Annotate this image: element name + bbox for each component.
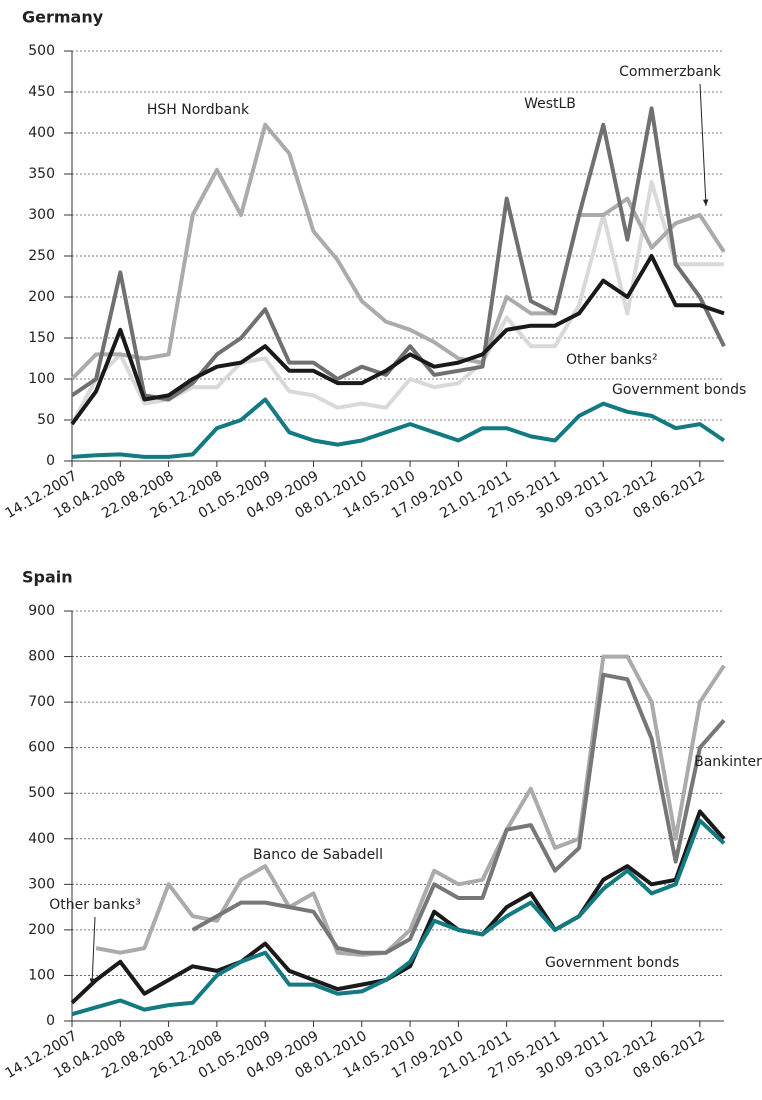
y-tick-label: 500: [28, 785, 55, 801]
y-tick-label: 150: [28, 330, 55, 346]
annotation-arrow: [699, 83, 707, 207]
annotation: Other banks²: [566, 352, 658, 368]
annotation: Commerzbank: [619, 64, 722, 80]
y-tick-label: 500: [28, 43, 55, 59]
series-line: [71, 818, 726, 1017]
y-tick-label: 200: [28, 289, 55, 305]
annotation: HSH Nordbank: [147, 102, 250, 118]
y-tick-label: 600: [28, 740, 55, 756]
y-tick-label: 200: [28, 922, 55, 938]
y-tick-label: 900: [28, 603, 55, 619]
y-tick-label: 0: [46, 1013, 55, 1029]
y-tick-label: 300: [28, 876, 55, 892]
series-line: [70, 122, 726, 381]
y-tick-label: 400: [28, 125, 55, 141]
series-line: [95, 654, 726, 957]
annotation: Bankinter: [694, 754, 762, 770]
y-tick-label: 800: [28, 649, 55, 665]
y-tick-label: 450: [28, 84, 55, 100]
annotation: Other banks³: [49, 897, 141, 913]
series-line: [70, 254, 725, 426]
annotation: Government bonds: [612, 382, 746, 398]
series-line: [70, 809, 726, 1005]
chart-title: Germany: [22, 8, 104, 27]
y-tick-label: 0: [46, 453, 55, 469]
y-tick-label: 100: [28, 371, 55, 387]
annotation: WestLB: [524, 96, 576, 112]
y-tick-label: 100: [28, 967, 55, 983]
y-tick-label: 50: [37, 412, 55, 428]
chart-title: Spain: [22, 568, 73, 587]
series-line: [191, 672, 726, 955]
annotation: Government bonds: [545, 955, 679, 971]
arrow-head: [89, 978, 96, 985]
annotation-arrow: [91, 916, 96, 986]
y-tick-label: 700: [28, 694, 55, 710]
annotation: Banco de Sabadell: [253, 847, 383, 863]
y-tick-label: 400: [28, 831, 55, 847]
y-tick-label: 250: [28, 248, 55, 264]
y-tick-label: 350: [28, 166, 55, 182]
series-line: [71, 397, 726, 459]
y-tick-label: 300: [28, 207, 55, 223]
arrow-head: [702, 199, 709, 206]
